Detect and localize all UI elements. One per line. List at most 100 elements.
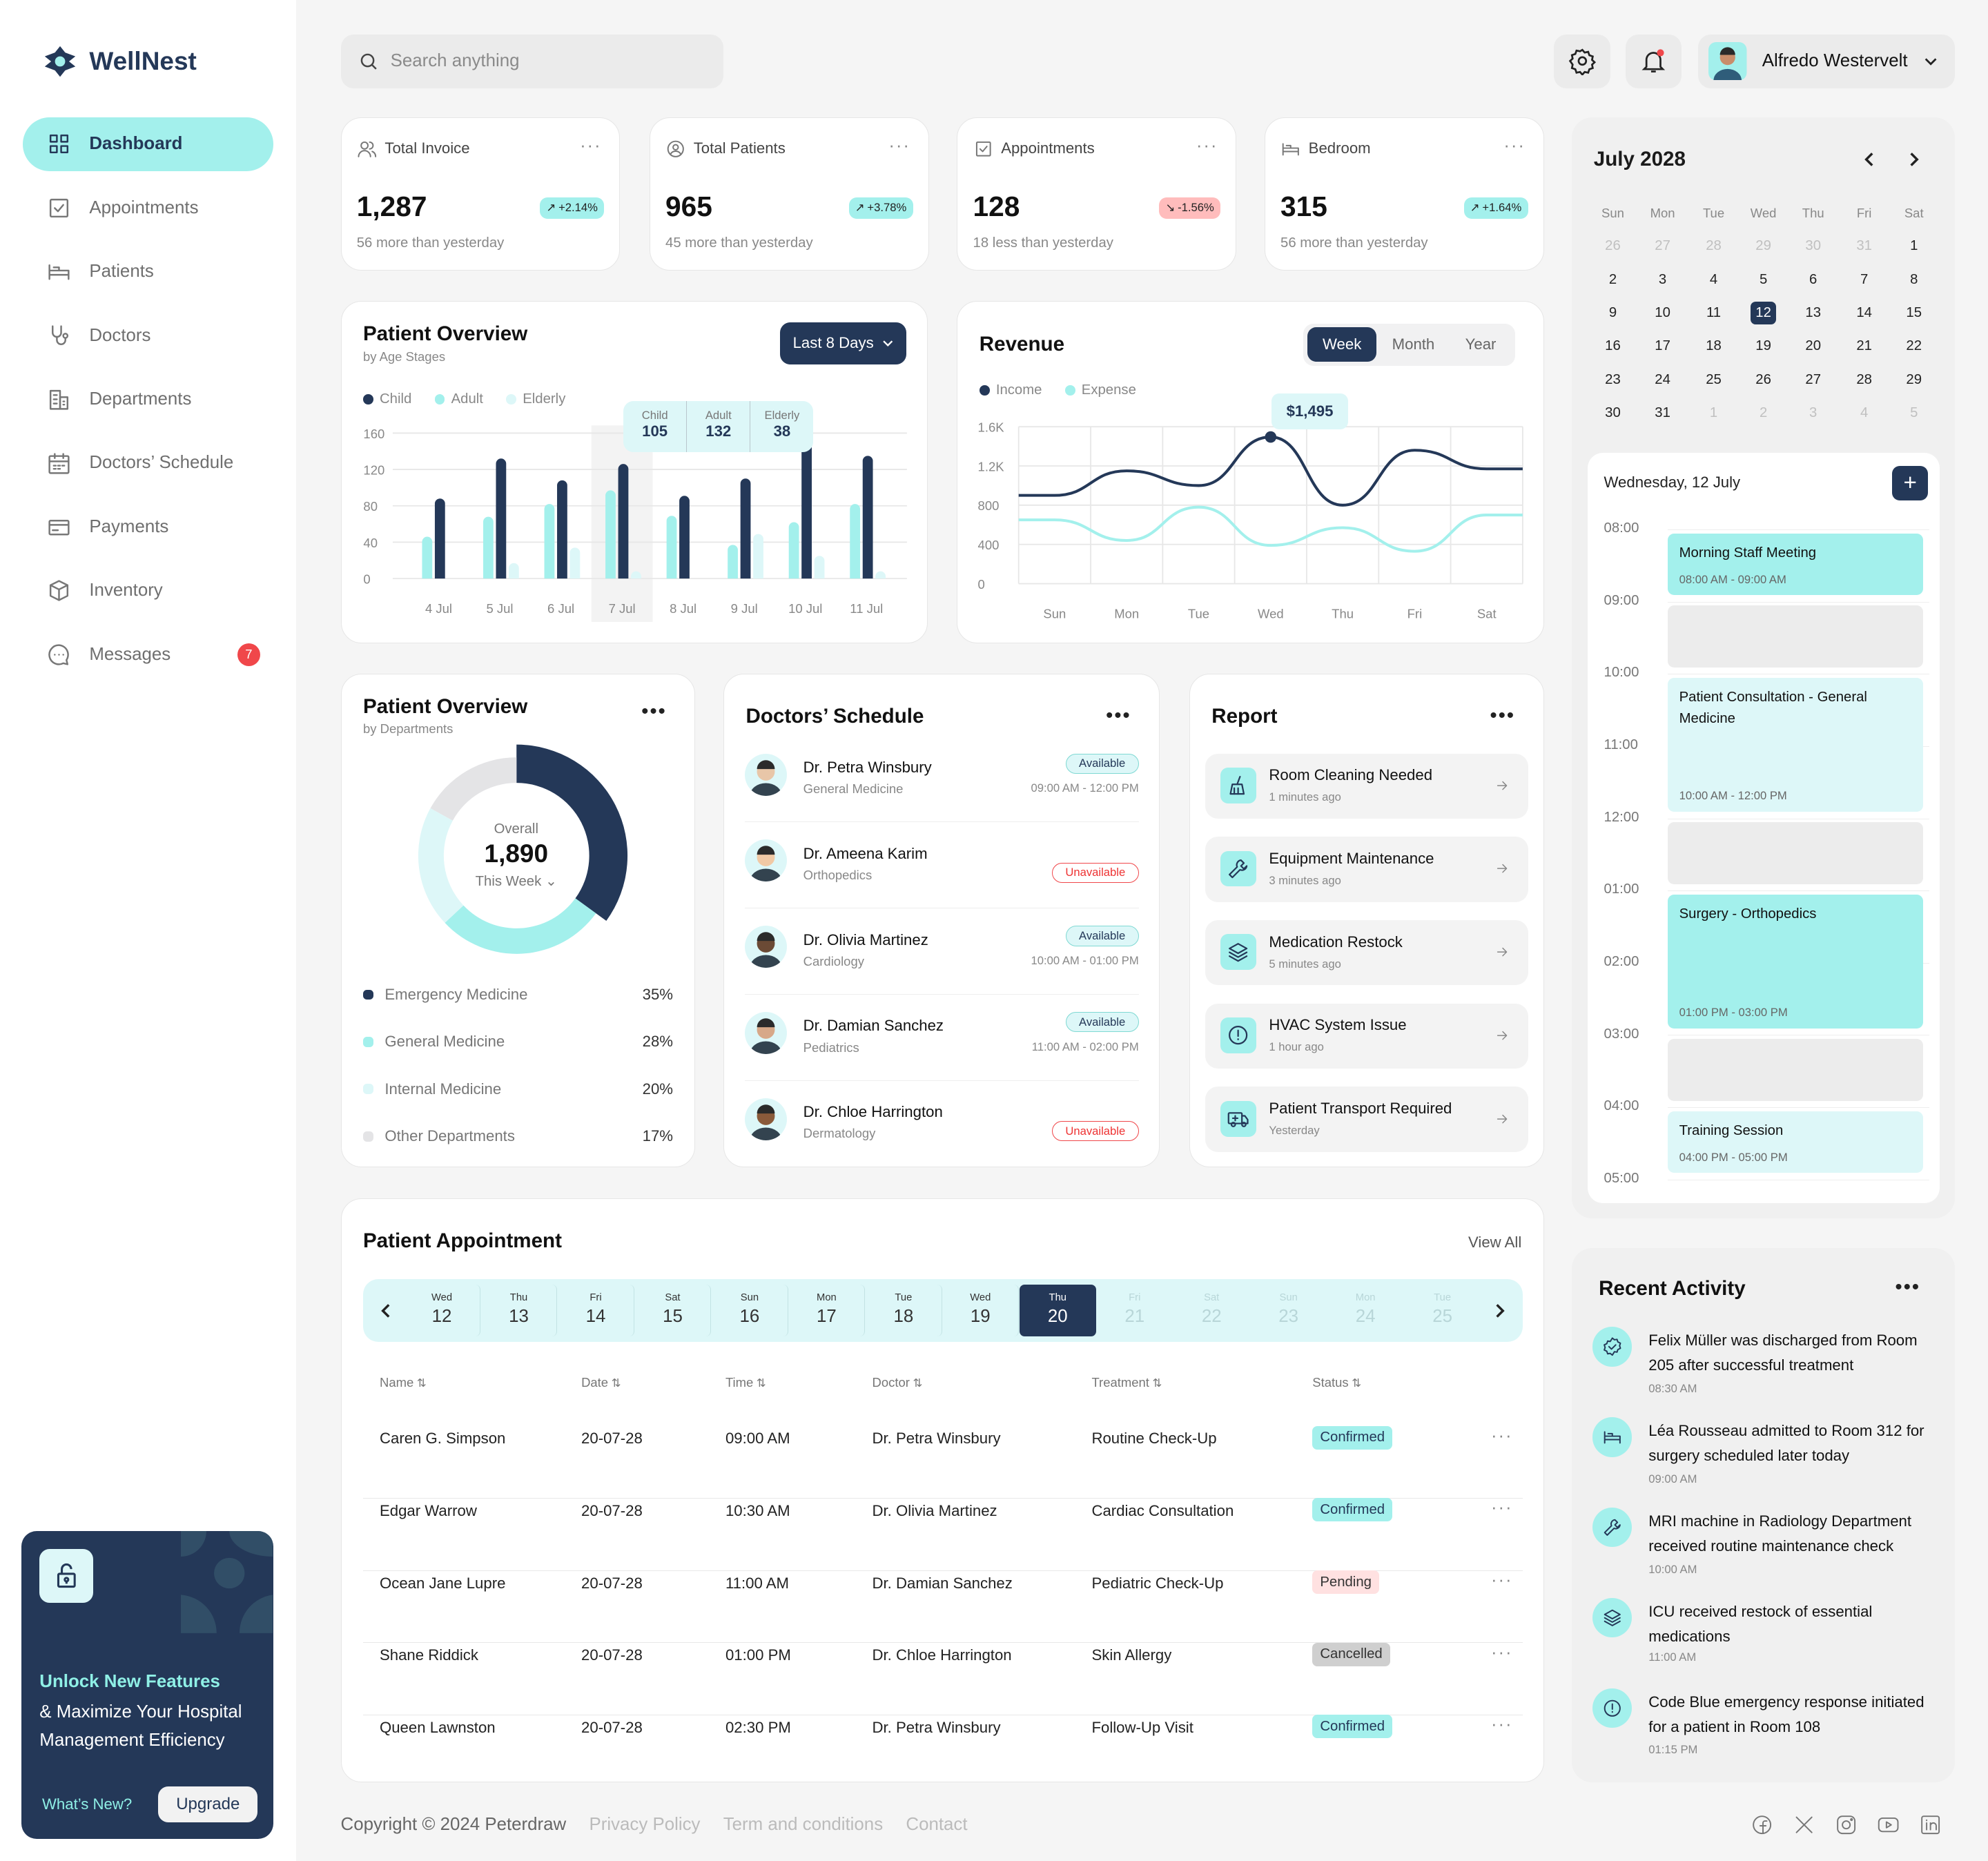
calendar-day[interactable]: 8 — [1910, 271, 1918, 287]
calendar-day[interactable]: 1 — [1910, 238, 1918, 254]
date-chip[interactable]: Tue 25 — [1432, 1292, 1452, 1327]
doctor-row[interactable]: Dr. Chloe Harrington Dermatology Unavailab… — [744, 1091, 1139, 1167]
more-options-icon[interactable]: ••• — [641, 699, 667, 723]
bar-elderly[interactable] — [630, 571, 641, 579]
more-options-icon[interactable]: ··· — [1503, 135, 1526, 155]
empty-slot[interactable] — [1667, 1039, 1923, 1101]
x-icon[interactable] — [1793, 1813, 1815, 1836]
column-header-doctor[interactable]: Doctor ⇅ — [872, 1374, 923, 1390]
calendar-day[interactable]: 29 — [1755, 238, 1771, 254]
date-chip[interactable]: Wed 19 — [942, 1284, 1020, 1337]
sidebar-item-dashboard[interactable]: Dashboard — [23, 117, 273, 171]
period-tab-week[interactable]: Week — [1307, 327, 1377, 362]
date-chip[interactable]: Fri 14 — [558, 1284, 634, 1337]
sidebar-item-departments[interactable]: Departments — [23, 373, 273, 427]
calendar-day[interactable]: 31 — [1856, 238, 1872, 254]
more-options-icon[interactable]: ··· — [888, 135, 910, 155]
bar-adult[interactable] — [422, 536, 432, 579]
period-tab-year[interactable]: Year — [1465, 335, 1497, 353]
facebook-icon[interactable] — [1751, 1813, 1773, 1836]
date-chip[interactable]: Mon 17 — [788, 1284, 866, 1337]
calendar-day[interactable]: 4 — [1860, 405, 1869, 421]
period-dropdown[interactable]: This Week ⌄ — [475, 873, 557, 889]
date-chip[interactable]: Mon 24 — [1355, 1292, 1376, 1327]
notifications-button[interactable] — [1625, 34, 1682, 88]
calendar-day[interactable]: 26 — [1755, 371, 1771, 387]
table-row[interactable]: Ocean Jane Lupre 20-07-28 11:00 AM Dr. Dami… — [362, 1570, 1523, 1644]
calendar-day[interactable]: 6 — [1809, 271, 1818, 287]
footer-link[interactable]: Contact — [906, 1814, 968, 1834]
more-options-icon[interactable]: ··· — [1196, 135, 1218, 155]
calendar-day[interactable]: 10 — [1655, 304, 1670, 320]
bar-child[interactable] — [740, 478, 750, 579]
bar-adult[interactable] — [788, 522, 799, 579]
row-actions-icon[interactable]: ··· — [1491, 1498, 1513, 1518]
doctor-row[interactable]: Dr. Ameena Karim Orthopedics Unavailable — [744, 832, 1139, 909]
chevron-right-icon[interactable] — [1905, 150, 1923, 168]
more-options-icon[interactable]: ••• — [1490, 703, 1516, 727]
date-chip[interactable]: Fri 21 — [1124, 1292, 1145, 1327]
sidebar-item-appointments[interactable]: Appointments — [23, 181, 273, 235]
doctor-row[interactable]: Dr. Petra Winsbury General Medicine Availa… — [744, 746, 1139, 823]
calendar-day[interactable]: 5 — [1910, 405, 1918, 421]
schedule-event[interactable]: Morning Staff Meeting 08:00 AM - 09:00 AM — [1667, 533, 1923, 596]
calendar-day[interactable]: 18 — [1706, 338, 1722, 354]
calendar-day[interactable]: 27 — [1805, 371, 1822, 387]
chevron-left-icon[interactable] — [377, 1302, 395, 1320]
calendar-day[interactable]: 24 — [1655, 371, 1670, 387]
schedule-event[interactable]: Training Session 04:00 PM - 05:00 PM — [1667, 1111, 1923, 1173]
footer-link[interactable]: Privacy Policy — [589, 1814, 701, 1834]
date-chip[interactable]: Sun 16 — [712, 1284, 788, 1337]
schedule-event[interactable]: Surgery - Orthopedics 01:00 PM - 03:00 PM — [1667, 894, 1923, 1029]
whats-new-link[interactable]: What’s New? — [41, 1795, 133, 1813]
bar-child[interactable] — [618, 464, 628, 579]
calendar-day[interactable]: 16 — [1605, 338, 1621, 354]
bar-adult[interactable] — [727, 545, 738, 579]
report-item[interactable]: HVAC System Issue 1 hour ago — [1205, 1003, 1528, 1069]
user-menu[interactable]: Alfredo Westervelt — [1698, 34, 1955, 88]
calendar-day[interactable]: 30 — [1605, 405, 1621, 421]
column-header-name[interactable]: Name ⇅ — [380, 1374, 427, 1390]
search-input[interactable]: Search anything — [340, 34, 724, 88]
calendar-day[interactable]: 15 — [1906, 304, 1922, 320]
bar-child[interactable] — [679, 496, 690, 579]
more-options-icon[interactable]: ••• — [1106, 703, 1131, 727]
doctor-row[interactable]: Dr. Olivia Martinez Cardiology Available 10… — [744, 918, 1139, 995]
report-item[interactable]: Room Cleaning Needed 1 minutes ago — [1205, 753, 1528, 819]
bar-child[interactable] — [801, 442, 812, 579]
add-event-button[interactable]: + — [1892, 465, 1929, 500]
calendar-day[interactable]: 19 — [1755, 338, 1771, 354]
calendar-day[interactable]: 2 — [1608, 271, 1617, 287]
doctor-row[interactable]: Dr. Damian Sanchez Pediatrics Available 11:… — [744, 1004, 1139, 1081]
calendar-day[interactable]: 14 — [1856, 304, 1872, 320]
bar-child[interactable] — [434, 498, 445, 579]
column-header-status[interactable]: Status ⇅ — [1312, 1374, 1362, 1390]
calendar-day[interactable]: 30 — [1805, 238, 1822, 254]
bar-elderly[interactable] — [875, 571, 886, 579]
calendar-day[interactable]: 22 — [1906, 338, 1922, 354]
donut-slice-internal-medicine[interactable] — [418, 808, 463, 923]
bar-child[interactable] — [556, 480, 567, 579]
date-chip[interactable]: Sat 15 — [635, 1284, 712, 1337]
highlight-point[interactable] — [1265, 431, 1277, 443]
bar-adult[interactable] — [605, 490, 616, 579]
calendar-day[interactable]: 28 — [1856, 371, 1872, 387]
chevron-left-icon[interactable] — [1860, 150, 1878, 168]
table-row[interactable]: Queen Lawnston 20-07-28 02:30 PM Dr. Petra … — [363, 1715, 1523, 1787]
calendar-day[interactable]: 28 — [1706, 238, 1722, 254]
upgrade-button[interactable]: Upgrade — [158, 1786, 258, 1822]
calendar-day[interactable]: 2 — [1759, 405, 1768, 421]
calendar-day[interactable]: 11 — [1706, 304, 1722, 320]
bar-elderly[interactable] — [814, 556, 825, 579]
view-all-link[interactable]: View All — [1468, 1233, 1522, 1251]
calendar-day[interactable]: 13 — [1805, 304, 1822, 320]
column-header-time[interactable]: Time ⇅ — [725, 1374, 766, 1390]
calendar-day[interactable]: 1 — [1709, 405, 1718, 421]
period-tab-month[interactable]: Month — [1392, 335, 1435, 353]
calendar-day[interactable]: 5 — [1759, 271, 1768, 287]
bar-elderly[interactable] — [569, 547, 580, 579]
bar-child[interactable] — [862, 456, 873, 579]
calendar-day[interactable]: 20 — [1805, 338, 1822, 354]
calendar-day[interactable]: 17 — [1655, 338, 1670, 354]
more-options-icon[interactable]: ··· — [580, 135, 602, 155]
